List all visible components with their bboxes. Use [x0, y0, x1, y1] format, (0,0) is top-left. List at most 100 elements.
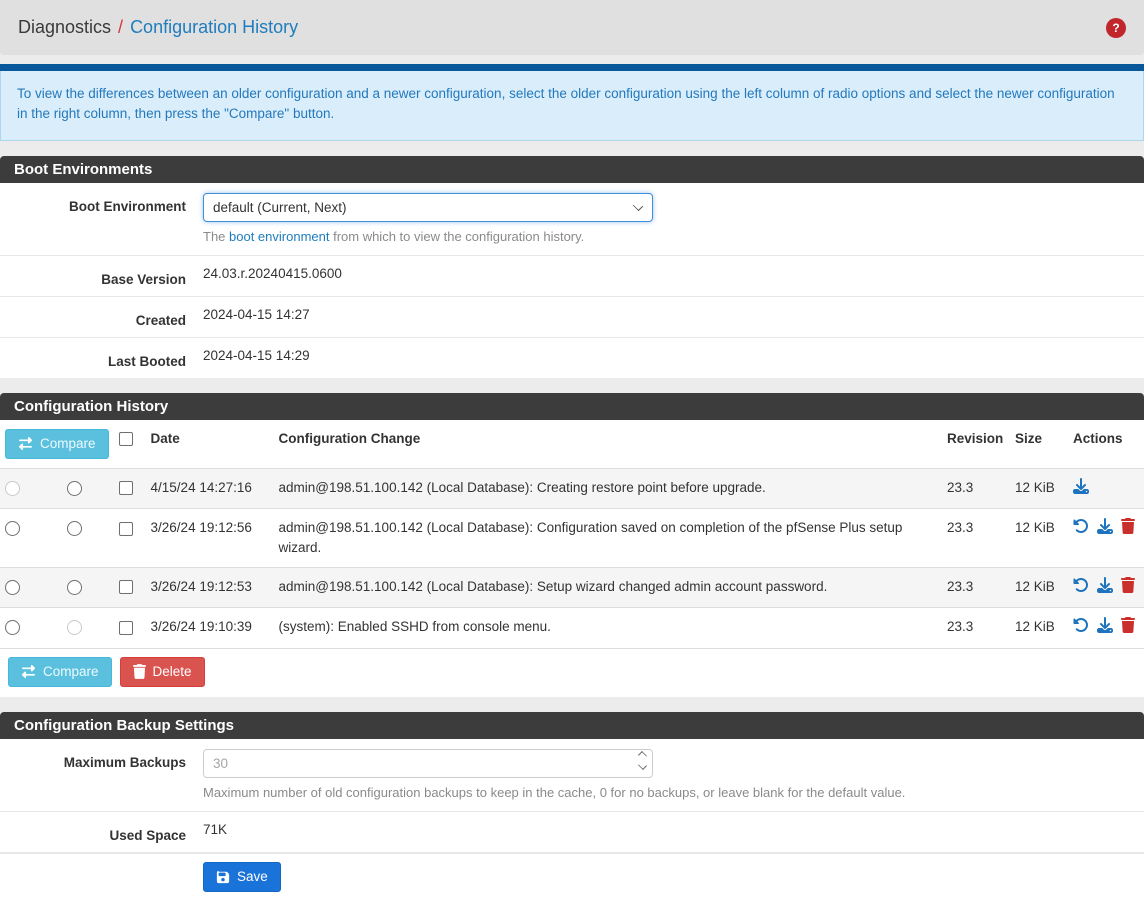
created-row: Created 2024-04-15 14:27 [0, 297, 1144, 338]
base-version-value: 24.03.r.20240415.0600 [203, 265, 342, 281]
download-icon[interactable] [1096, 576, 1113, 593]
help-icon[interactable]: ? [1106, 17, 1126, 38]
compare-button-label: Compare [43, 663, 99, 679]
last-booted-label: Last Booted [107, 353, 186, 369]
used-space-label: Used Space [109, 828, 186, 844]
column-actions: Actions [1068, 419, 1144, 469]
table-header-row: Compare Date Configuration Change Revisi… [0, 419, 1144, 469]
download-icon[interactable] [1073, 477, 1089, 494]
row-checkbox[interactable] [118, 521, 133, 536]
help-suffix: from which to view the configuration his… [329, 228, 585, 244]
base-version-label: Base Version [101, 271, 186, 287]
boot-environments-heading: Boot Environments [0, 155, 1144, 183]
row-change: (system): Enabled SSHD from console menu… [273, 607, 942, 649]
row-date: 4/15/24 14:27:16 [145, 468, 274, 510]
download-icon[interactable] [1096, 617, 1113, 634]
number-spinner[interactable] [638, 750, 647, 770]
row-date: 3/26/24 19:12:53 [145, 567, 274, 609]
revert-icon[interactable] [1073, 617, 1089, 633]
exchange-icon [18, 437, 33, 451]
configuration-history-panel: Configuration History Compare Date C [0, 392, 1144, 697]
row-change: admin@198.51.100.142 (Local Database): S… [273, 567, 942, 609]
maximum-backups-help: Maximum number of old configuration back… [203, 784, 906, 800]
trash-icon [132, 664, 146, 680]
breadcrumb-bar: Diagnostics / Configuration History ? [0, 0, 1144, 55]
boot-environment-select[interactable]: default (Current, Next) [203, 192, 653, 222]
delete-button[interactable]: Delete [119, 656, 205, 687]
newer-radio[interactable] [66, 521, 82, 537]
row-date: 3/26/24 19:10:39 [145, 607, 274, 649]
revert-icon[interactable] [1073, 577, 1089, 593]
column-change: Configuration Change [273, 419, 942, 469]
download-icon[interactable] [1096, 518, 1113, 535]
delete-icon[interactable] [1120, 617, 1135, 634]
history-row-2: 3/26/24 19:12:56 admin@198.51.100.142 (L… [0, 508, 1144, 568]
row-date: 3/26/24 19:12:56 [145, 508, 274, 568]
row-revision: 23.3 [942, 508, 1010, 568]
used-space-value: 71K [203, 822, 228, 838]
row-change: admin@198.51.100.142 (Local Database): C… [273, 468, 942, 510]
row-size: 12 KiB [1010, 567, 1068, 609]
configuration-history-heading: Configuration History [0, 392, 1144, 420]
breadcrumb: Diagnostics / Configuration History [18, 17, 298, 38]
row-size: 12 KiB [1010, 468, 1068, 510]
backup-settings-panel: Configuration Backup Settings Maximum Ba… [0, 711, 1144, 901]
column-revision: Revision [942, 419, 1010, 469]
save-button[interactable]: Save [203, 862, 281, 893]
newer-radio[interactable] [66, 620, 82, 636]
column-size: Size [1010, 419, 1068, 469]
configuration-history-table: Compare Date Configuration Change Revisi… [0, 419, 1144, 649]
row-checkbox[interactable] [118, 580, 133, 594]
breadcrumb-configuration-history[interactable]: Configuration History [130, 17, 299, 37]
maximum-backups-label: Maximum Backups [63, 754, 186, 770]
info-alert: To view the differences between an older… [0, 71, 1144, 141]
maximum-backups-input[interactable] [203, 748, 653, 778]
row-checkbox[interactable] [118, 620, 133, 635]
history-row-4: 3/26/24 19:10:39 (system): Enabled SSHD … [0, 607, 1144, 649]
revert-icon[interactable] [1073, 518, 1089, 534]
older-radio[interactable] [5, 620, 20, 636]
delete-button-label: Delete [152, 663, 192, 679]
older-radio[interactable] [5, 480, 20, 496]
exchange-icon [21, 665, 36, 679]
boot-environment-label: Boot Environment [69, 198, 186, 214]
last-booted-value: 2024-04-15 14:29 [203, 347, 310, 363]
row-size: 12 KiB [1010, 508, 1068, 568]
backup-settings-heading: Configuration Backup Settings [0, 711, 1144, 739]
created-label: Created [135, 312, 186, 328]
boot-environments-panel: Boot Environments Boot Environment defau… [0, 155, 1144, 378]
row-change: admin@198.51.100.142 (Local Database): C… [273, 508, 942, 568]
compare-button-bottom[interactable]: Compare [8, 656, 112, 687]
boot-environment-row: Boot Environment default (Current, Next)… [0, 183, 1144, 256]
older-radio[interactable] [5, 521, 20, 537]
boot-environment-help: The boot environment from which to view … [203, 228, 653, 246]
row-size: 12 KiB [1010, 607, 1068, 649]
save-icon [216, 871, 230, 884]
breadcrumb-separator: / [118, 17, 124, 37]
alert-top-strip [0, 64, 1144, 71]
save-button-label: Save [237, 869, 268, 885]
history-row-3: 3/26/24 19:12:53 admin@198.51.100.142 (L… [0, 567, 1144, 609]
row-checkbox[interactable] [118, 481, 133, 496]
created-value: 2024-04-15 14:27 [203, 306, 310, 322]
row-revision: 23.3 [942, 607, 1010, 649]
base-version-row: Base Version 24.03.r.20240415.0600 [0, 256, 1144, 297]
history-row-1: 4/15/24 14:27:16 admin@198.51.100.142 (L… [0, 468, 1144, 510]
select-all-checkbox[interactable] [118, 432, 133, 447]
newer-radio[interactable] [66, 480, 82, 496]
delete-icon[interactable] [1120, 576, 1135, 593]
compare-button-top[interactable]: Compare [5, 428, 109, 459]
newer-radio[interactable] [66, 579, 82, 595]
maximum-backups-row: Maximum Backups Maximum number of old co… [0, 739, 1144, 813]
breadcrumb-diagnostics[interactable]: Diagnostics [18, 17, 112, 37]
column-date: Date [145, 419, 274, 469]
older-radio[interactable] [5, 579, 20, 595]
boot-environment-link[interactable]: boot environment [229, 228, 330, 244]
row-revision: 23.3 [942, 468, 1010, 510]
row-revision: 23.3 [942, 567, 1010, 609]
delete-icon[interactable] [1120, 518, 1135, 535]
table-footer: Compare Delete [0, 649, 1144, 697]
save-row: Save [0, 853, 1144, 901]
used-space-row: Used Space 71K [0, 812, 1144, 854]
help-prefix: The [203, 228, 230, 244]
